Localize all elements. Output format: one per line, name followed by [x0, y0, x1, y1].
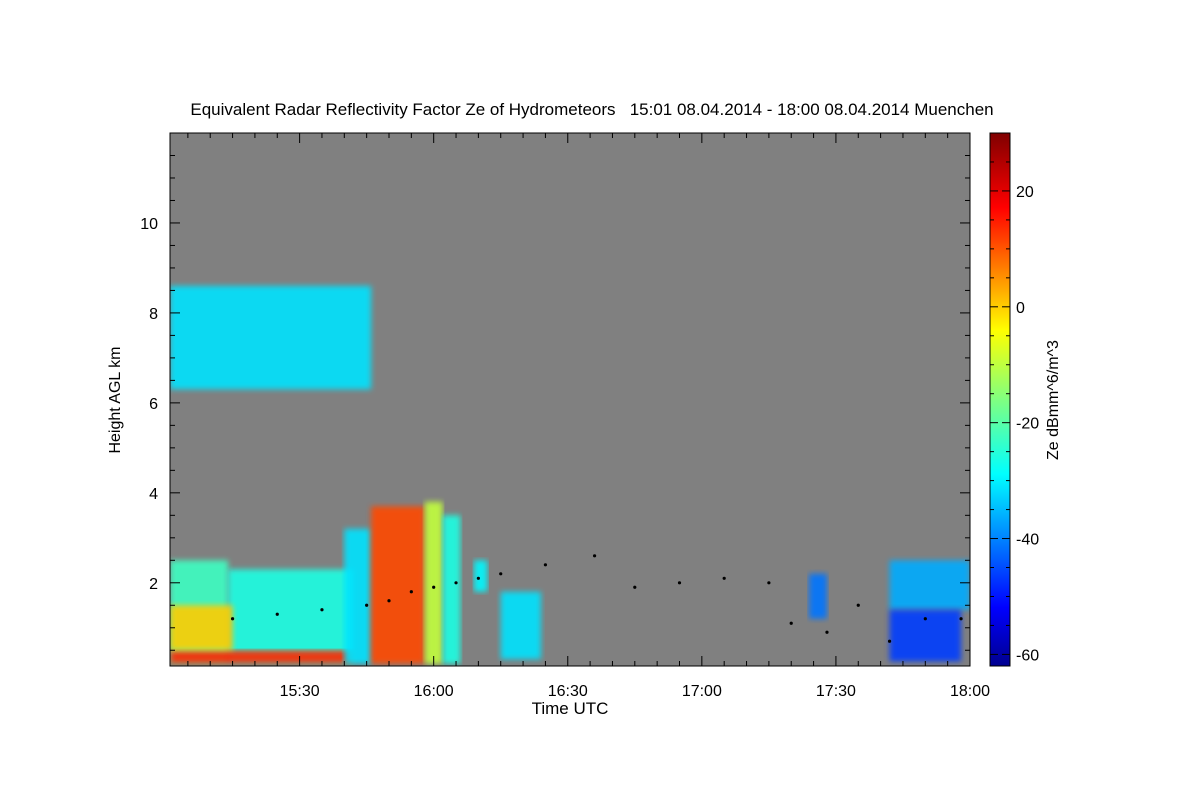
x-tick-label: 17:30 [816, 683, 856, 700]
plot-frame [169, 132, 971, 667]
y-tick-label: 2 [149, 576, 158, 593]
colorbar-label: Ze dBmm^6/m^3 [1045, 340, 1062, 460]
cloud-base-point [923, 617, 927, 621]
echo-region-7 [442, 515, 461, 664]
x-tick-label: 16:30 [548, 683, 588, 700]
cloud-base-point [767, 581, 771, 585]
cloud-base-point [409, 590, 413, 594]
echo-region-4 [344, 528, 372, 664]
echo-region-3 [170, 605, 233, 651]
cloud-base-point [856, 603, 860, 607]
colorbar-tick-label: -40 [1016, 532, 1039, 549]
x-tick-label: 15:30 [280, 683, 320, 700]
y-axis: 2 4 6 8 10 [140, 154, 970, 651]
colorbar-tick-label: 20 [1016, 184, 1034, 201]
cloud-base-point [230, 617, 235, 621]
colorbar-tick-label: -60 [1016, 647, 1039, 664]
colorbar [989, 132, 1011, 667]
cloud-base-layer [230, 554, 963, 643]
y-tick-label: 6 [149, 396, 158, 413]
y-tick-label: 8 [149, 306, 158, 323]
colorbar-ticks: -60 -40 -20 0 20 [990, 132, 1039, 664]
cloud-base-point [789, 621, 793, 625]
cloud-base-point [887, 639, 892, 643]
cloud-base-point [722, 576, 726, 580]
echo-region-10 [809, 573, 827, 619]
y-tick-label: 10 [140, 216, 158, 233]
cloud-base-point [825, 630, 829, 634]
x-axis-label: Time UTC [532, 699, 609, 718]
cloud-base-point [275, 612, 279, 616]
colorbar-tick-label: 0 [1016, 300, 1025, 317]
cloud-base-point [633, 585, 637, 589]
cloud-base-point [432, 585, 436, 589]
x-tick-label: 16:00 [414, 683, 454, 700]
y-axis-label: Height AGL km [107, 346, 124, 453]
echo-region-9 [500, 591, 541, 660]
colorbar-tick-label: -20 [1016, 416, 1039, 433]
chart-title: Equivalent Radar Reflectivity Factor Ze … [190, 100, 993, 119]
cloud-base-point [543, 563, 548, 567]
echo-region-2 [170, 650, 354, 664]
echo-layer [170, 285, 970, 664]
cloud-base-point [499, 572, 503, 576]
x-axis: 15:30 16:00 16:30 17:00 17:30 18:00 [187, 133, 990, 700]
echo-region-5 [371, 506, 425, 664]
echo-region-11 [889, 560, 970, 610]
echo-region-8 [473, 560, 488, 592]
x-tick-label: 18:00 [950, 683, 990, 700]
cloud-base-point [365, 603, 369, 607]
cloud-base-point [320, 608, 324, 612]
echo-region-13 [170, 285, 372, 390]
cloud-base-point [476, 576, 480, 580]
cloud-base-point [959, 617, 963, 621]
x-tick-label: 17:00 [682, 683, 722, 700]
echo-region-1 [228, 569, 354, 664]
cloud-base-point [592, 554, 597, 558]
cloud-base-point [454, 581, 458, 585]
cloud-base-point [387, 599, 391, 603]
cloud-base-point [677, 581, 682, 585]
y-tick-label: 4 [149, 486, 158, 503]
echo-region-6 [424, 501, 443, 664]
